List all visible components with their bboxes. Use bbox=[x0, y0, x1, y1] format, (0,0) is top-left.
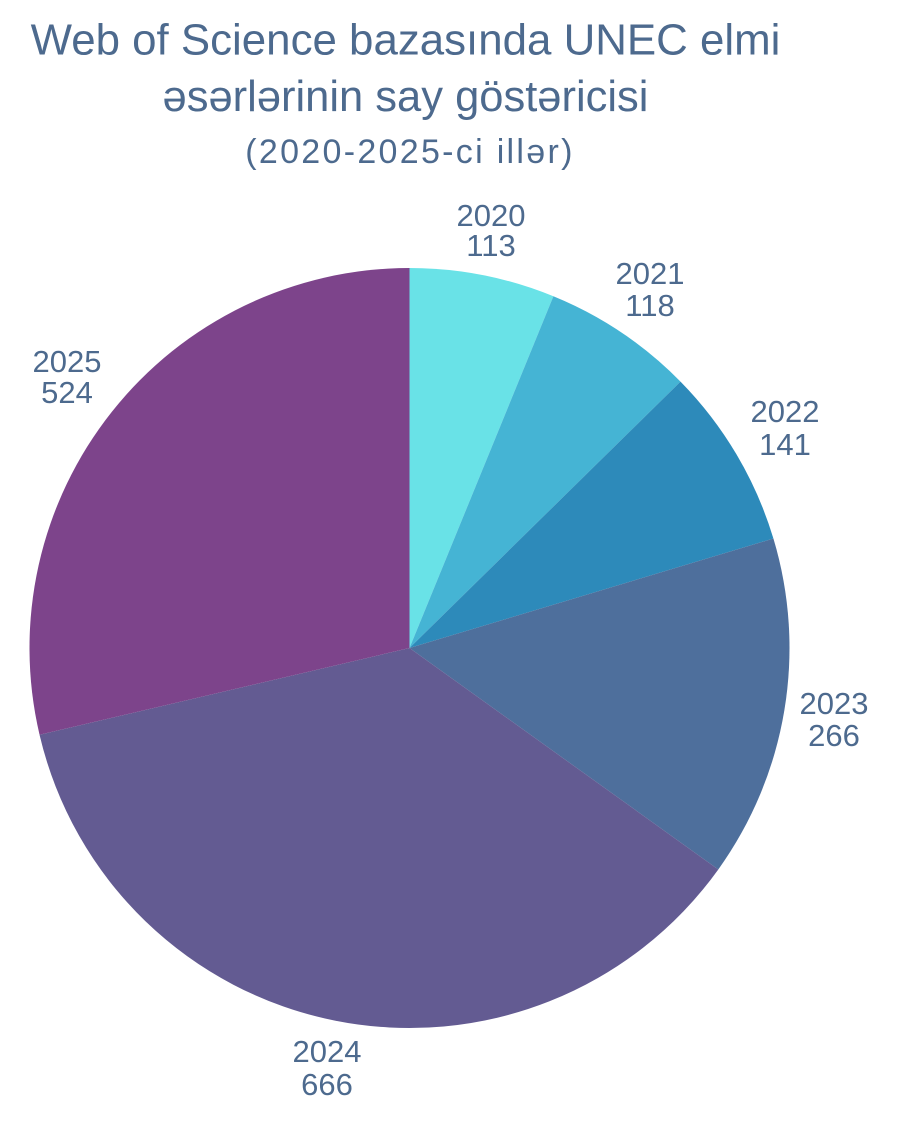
svg-text:2021: 2021 bbox=[616, 256, 685, 291]
svg-text:Web of Science bazasında UNEC: Web of Science bazasında UNEC elmi bbox=[31, 16, 781, 65]
svg-text:2023: 2023 bbox=[800, 686, 869, 721]
svg-text:2020: 2020 bbox=[457, 198, 526, 233]
svg-text:141: 141 bbox=[759, 427, 811, 462]
svg-text:266: 266 bbox=[808, 718, 860, 753]
svg-text:(2020-2025-ci illər): (2020-2025-ci illər) bbox=[245, 133, 574, 171]
svg-text:əsərlərinin say göstəricisi: əsərlərinin say göstəricisi bbox=[163, 73, 649, 121]
svg-text:113: 113 bbox=[466, 228, 515, 263]
svg-text:2025: 2025 bbox=[33, 344, 102, 379]
svg-text:524: 524 bbox=[41, 375, 93, 410]
svg-text:2024: 2024 bbox=[293, 1034, 362, 1069]
svg-text:2022: 2022 bbox=[751, 394, 820, 429]
svg-text:118: 118 bbox=[625, 288, 674, 323]
svg-text:666: 666 bbox=[301, 1067, 353, 1102]
